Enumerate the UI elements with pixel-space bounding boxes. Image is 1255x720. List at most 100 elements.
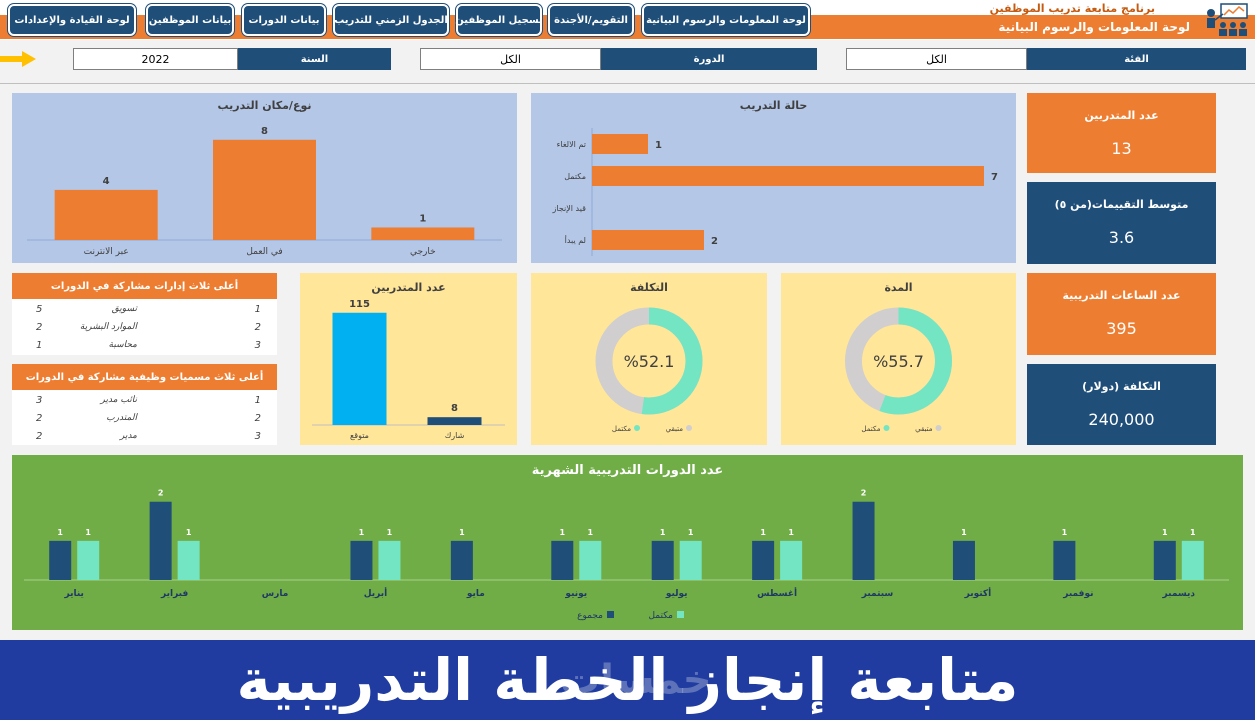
bar bbox=[592, 134, 648, 154]
top-titles-title: أعلى ثلاث مسميات وظيفية مشاركة في الدورا… bbox=[12, 364, 277, 390]
tick-label: في العمل bbox=[246, 247, 282, 257]
course-filter-label: الدورة bbox=[601, 48, 817, 70]
row-rank: 1 bbox=[254, 395, 261, 406]
table-row: 2 الموارد البشرية 2 bbox=[12, 320, 277, 338]
trainee-count-panel: عدد المتدربين 115 متوقع 8 شارك bbox=[300, 273, 517, 445]
monthly-chart: 1 1 يناير 2 1 فبراير مارس 1 1 أبريل 1 مايو 1 1 يونيو 1 1… bbox=[24, 489, 1229, 621]
bar bbox=[679, 540, 702, 580]
monthly-panel: عدد الدورات التدريبية الشهرية 1 1 يناير 2 1 ف… bbox=[12, 455, 1243, 630]
nav-calendar-button[interactable]: التقويم/الأجندة bbox=[548, 4, 634, 36]
tick-label: يوليو bbox=[665, 589, 688, 599]
legend-swatch bbox=[883, 425, 890, 431]
row-name: نائب مدير bbox=[100, 395, 137, 405]
filter-divider bbox=[0, 83, 1255, 84]
status-panel: حالة التدريب تم الالغاء 1 مكتمل 7 قيد الإنجا… bbox=[531, 93, 1016, 263]
data-label: 1 bbox=[560, 528, 566, 537]
data-label: 1 bbox=[760, 528, 766, 537]
bar bbox=[77, 540, 100, 580]
nav-employee-data-button[interactable]: بيانات الموظفين bbox=[146, 4, 234, 36]
tick-label: خارجي bbox=[410, 247, 436, 257]
data-label: 1 bbox=[688, 528, 694, 537]
category-filter-value[interactable]: الكل bbox=[846, 48, 1027, 70]
row-name: الموارد البشرية bbox=[79, 322, 137, 332]
row-name: محاسبة bbox=[108, 340, 137, 350]
data-label: 8 bbox=[261, 126, 268, 137]
row-name: المتدرب bbox=[106, 413, 137, 423]
nav-training-schedule-button[interactable]: الجدول الزمني للتدريب bbox=[333, 4, 449, 36]
cost-title: التكلفة bbox=[630, 281, 668, 294]
data-label: 2 bbox=[158, 489, 164, 498]
kpi-hours-label: عدد الساعات التدريبية bbox=[1062, 289, 1181, 302]
monthly-title: عدد الدورات التدريبية الشهرية bbox=[531, 463, 724, 478]
donut-completed-slice bbox=[595, 307, 703, 415]
bar bbox=[350, 540, 373, 580]
data-label: 1 bbox=[961, 528, 967, 537]
watermark-logo: خمسات bbox=[560, 657, 712, 703]
row-count: 5 bbox=[36, 304, 43, 315]
tick-label: مايو bbox=[466, 589, 485, 599]
type-place-chart: 4 عبر الانترنت 8 في العمل 1 خارجي bbox=[27, 126, 502, 257]
data-label: 7 bbox=[991, 172, 998, 183]
row-rank: 2 bbox=[254, 413, 261, 424]
duration-title: المدة bbox=[884, 281, 913, 294]
nav-course-data-button[interactable]: بيانات الدورات bbox=[242, 4, 326, 36]
bar bbox=[378, 540, 401, 580]
kpi-cost-card: التكلفة (دولار) 240,000 bbox=[1027, 364, 1216, 445]
nav-leadership-settings-button[interactable]: لوحة القيادة والإعدادات bbox=[8, 4, 136, 36]
kpi-hours-value: 395 bbox=[1106, 319, 1137, 338]
cost-donut-chart: %52.1 متبقي مكتمل bbox=[595, 307, 703, 433]
kpi-rating-value: 3.6 bbox=[1108, 228, 1135, 247]
data-label: 4 bbox=[103, 176, 110, 187]
kpi-trainees-card: عدد المتدربين 13 bbox=[1027, 93, 1216, 173]
row-count: 2 bbox=[36, 431, 43, 442]
dashboard-title: لوحة المعلومات والرسوم البيانية bbox=[998, 20, 1190, 34]
bar bbox=[852, 501, 875, 580]
data-label: 115 bbox=[349, 299, 370, 310]
donut-center-label: %55.7 bbox=[873, 352, 924, 371]
duration-donut-chart: %55.7 متبقي مكتمل bbox=[845, 307, 952, 433]
data-label: 1 bbox=[387, 528, 393, 537]
tick-label: مارس bbox=[262, 589, 289, 599]
tick-label: ديسمبر bbox=[1162, 589, 1196, 599]
bar bbox=[371, 227, 475, 240]
type-place-panel: نوع/مكان التدريب 4 عبر الانترنت 8 في العمل 1… bbox=[12, 93, 517, 263]
data-label: 1 bbox=[57, 528, 63, 537]
bar bbox=[450, 540, 473, 580]
top-departments-table: أعلى ثلاث إدارات مشاركة في الدورات 1 تسو… bbox=[12, 273, 277, 355]
bar bbox=[952, 540, 975, 580]
nav-dashboard-button[interactable]: لوحة المعلومات والرسوم البيانية bbox=[642, 4, 810, 36]
row-rank: 3 bbox=[254, 340, 261, 351]
row-count: 3 bbox=[36, 395, 43, 406]
row-count: 1 bbox=[36, 340, 43, 351]
table-row: 3 مدير 2 bbox=[12, 429, 277, 447]
legend-label: متبقي bbox=[915, 425, 933, 433]
trainee-count-chart: 115 متوقع 8 شارك bbox=[312, 299, 505, 440]
row-name: تسويق bbox=[111, 304, 137, 314]
data-label: 1 bbox=[1062, 528, 1068, 537]
kpi-trainees-value: 13 bbox=[1111, 139, 1132, 158]
bar bbox=[1153, 540, 1176, 580]
tick-label: تم الالغاء bbox=[557, 140, 586, 149]
tick-label: يونيو bbox=[564, 589, 587, 599]
row-count: 2 bbox=[36, 322, 43, 333]
app-title: برنامج متابعة تدريب الموظفين bbox=[989, 2, 1155, 15]
tick-label: عبر الانترنت bbox=[84, 247, 129, 257]
data-label: 1 bbox=[1162, 528, 1168, 537]
bar bbox=[1053, 540, 1076, 580]
data-label: 1 bbox=[419, 213, 426, 224]
year-filter-value[interactable]: 2022 bbox=[73, 48, 238, 70]
category-filter-label: الفئة bbox=[1027, 48, 1246, 70]
kpi-cost-label: التكلفة (دولار) bbox=[1082, 380, 1161, 393]
trainee-count-title: عدد المتدربين bbox=[371, 281, 446, 294]
row-name: مدير bbox=[119, 431, 137, 441]
course-filter-value[interactable]: الكل bbox=[420, 48, 601, 70]
nav-employee-registration-button[interactable]: تسجيل الموظفين bbox=[455, 4, 543, 36]
status-chart: تم الالغاء 1 مكتمل 7 قيد الإنجاز لم يبدأ 2 bbox=[552, 128, 998, 256]
bar bbox=[579, 540, 602, 580]
data-label: 2 bbox=[861, 489, 867, 498]
bar bbox=[752, 540, 775, 580]
bar bbox=[1181, 540, 1204, 580]
table-row: 1 نائب مدير 3 bbox=[12, 393, 277, 411]
legend-label: مكتمل bbox=[648, 611, 673, 621]
